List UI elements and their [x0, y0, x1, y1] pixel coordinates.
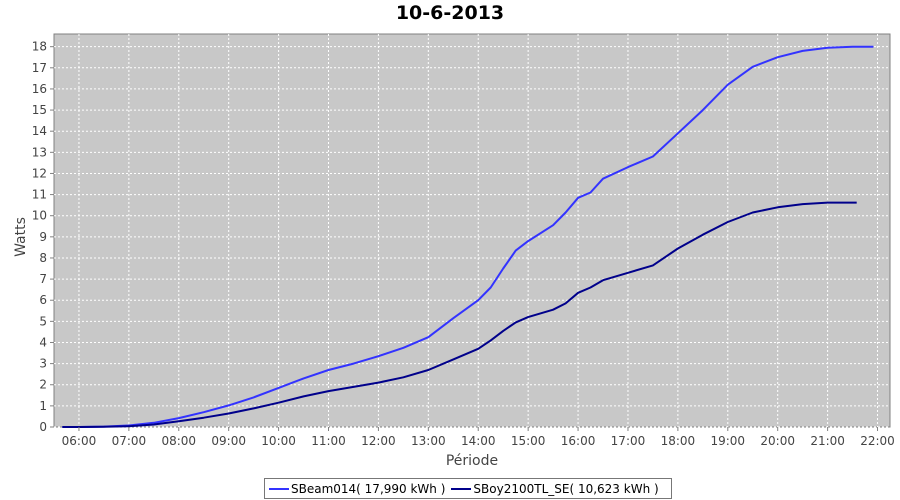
- x-tick-label: 17:00: [611, 434, 646, 448]
- x-tick-label: 14:00: [461, 434, 496, 448]
- x-tick-label: 16:00: [561, 434, 596, 448]
- legend-swatch: [269, 487, 289, 490]
- y-tick-label: 8: [39, 251, 47, 265]
- y-tick-label: 6: [39, 293, 47, 307]
- legend-swatch: [451, 487, 472, 490]
- x-tick-label: 20:00: [760, 434, 795, 448]
- chart-title: 10-6-2013: [395, 2, 505, 24]
- y-tick-label: 10: [32, 209, 47, 223]
- x-tick-label: 21:00: [810, 434, 845, 448]
- legend: SBeam014( 17,990 kWh ) SBoy2100TL_SE( 10,…: [264, 478, 672, 499]
- y-tick-label: 7: [39, 272, 47, 286]
- y-tick-label: 17: [32, 61, 47, 75]
- y-tick-label: 5: [39, 314, 47, 328]
- x-tick-label: 08:00: [161, 434, 196, 448]
- y-tick-label: 14: [32, 124, 47, 138]
- x-tick-label: 12:00: [361, 434, 396, 448]
- y-tick-label: 3: [39, 357, 47, 371]
- legend-item: SBoy2100TL_SE( 10,623 kWh ): [451, 481, 659, 496]
- x-axis-title: Période: [446, 453, 498, 469]
- y-tick-label: 9: [39, 230, 47, 244]
- series-line-1: [62, 201, 857, 428]
- y-tick-label: 11: [32, 188, 47, 202]
- x-tick-label: 07:00: [112, 434, 147, 448]
- y-tick-label: 16: [32, 82, 47, 96]
- y-tick-label: 18: [32, 40, 47, 54]
- y-tick-label: 15: [32, 103, 47, 117]
- y-tick-label: 4: [39, 335, 47, 349]
- y-tick-label: 2: [39, 378, 47, 392]
- x-tick-label: 15:00: [511, 434, 546, 448]
- y-axis-title: Watts: [13, 217, 29, 257]
- x-tick-label: 19:00: [710, 434, 745, 448]
- x-tick-label: 22:00: [860, 434, 895, 448]
- x-tick-label: 09:00: [211, 434, 246, 448]
- y-tick-label: 13: [32, 145, 47, 159]
- x-tick-label: 13:00: [411, 434, 446, 448]
- x-tick-label: 18:00: [661, 434, 696, 448]
- plot-area: [53, 33, 891, 428]
- x-tick-label: 11:00: [311, 434, 346, 448]
- y-tick-label: 0: [39, 420, 47, 434]
- y-tick-label: 12: [32, 166, 47, 180]
- legend-label: SBoy2100TL_SE( 10,623 kWh ): [473, 481, 659, 496]
- x-tick-label: 06:00: [62, 434, 97, 448]
- legend-label: SBeam014( 17,990 kWh ): [291, 481, 446, 496]
- series-line-0: [62, 45, 874, 428]
- y-tick-label: 1: [39, 399, 47, 413]
- x-tick-label: 10:00: [261, 434, 296, 448]
- legend-item: SBeam014( 17,990 kWh ): [269, 482, 445, 496]
